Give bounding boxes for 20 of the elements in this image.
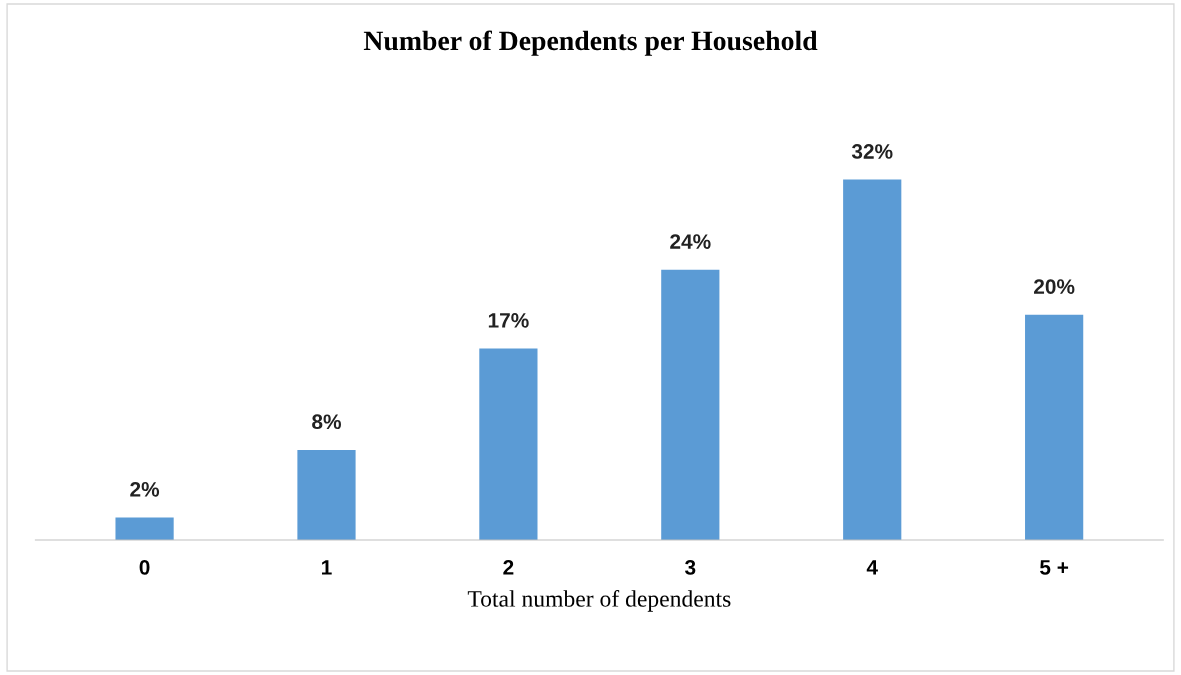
bar [843, 179, 902, 540]
data-label: 17% [488, 313, 529, 328]
data-label: 24% [670, 234, 711, 249]
bar [297, 449, 356, 540]
bar [1025, 314, 1084, 540]
data-label: 2% [130, 481, 160, 497]
x-tick-label: 1 [322, 560, 332, 575]
x-tick-label: 2 [503, 559, 514, 575]
data-label: 8% [312, 414, 341, 430]
bar [115, 517, 174, 540]
chart-title: Number of Dependents per Household [363, 30, 818, 56]
bar [661, 269, 720, 540]
bar [479, 348, 538, 540]
x-tick-label: 5 + [1040, 560, 1069, 575]
x-tick-label: 3 [685, 559, 696, 575]
data-label: 20% [1034, 279, 1075, 294]
x-tick-label: 0 [139, 559, 150, 575]
x-tick-label: 4 [866, 560, 878, 575]
x-axis-title: Total number of dependents [467, 589, 731, 612]
data-label: 32% [851, 144, 893, 159]
